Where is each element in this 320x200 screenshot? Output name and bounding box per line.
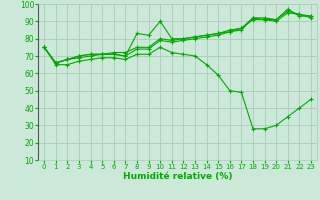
X-axis label: Humidité relative (%): Humidité relative (%) [123, 172, 232, 181]
